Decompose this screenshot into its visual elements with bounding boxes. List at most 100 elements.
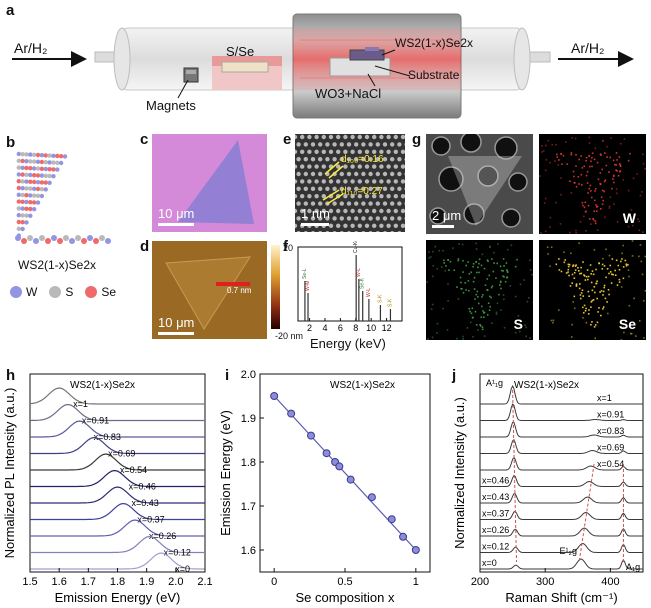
map-pixel: [519, 283, 522, 286]
map-pixel: [586, 269, 589, 271]
map-pixel: [607, 312, 609, 315]
haadf-image: 2 μm: [426, 134, 533, 234]
lattice-dot: [368, 231, 373, 232]
map-pixel: [557, 164, 560, 166]
map-pixel: [584, 201, 587, 204]
map-pixel: [498, 293, 500, 296]
lattice-atom: [20, 158, 25, 164]
map-pixel: [643, 337, 645, 339]
map-pixel: [444, 270, 447, 272]
map-pixel: [596, 229, 599, 231]
lattice-atom: [28, 206, 33, 212]
map-pixel: [469, 310, 471, 313]
map-pixel: [591, 289, 594, 292]
map-pixel: [578, 158, 581, 161]
lattice-dot: [375, 201, 380, 206]
lattice-dot: [404, 216, 405, 220]
d-line: [324, 161, 340, 175]
map-pixel: [602, 306, 605, 308]
map-pixel: [568, 263, 571, 266]
pl-series-label: x=0.83: [94, 432, 121, 442]
map-pixel: [506, 271, 509, 274]
map-pixel: [472, 316, 474, 319]
lattice-atom: [43, 180, 48, 185]
map-pixel: [488, 295, 491, 298]
map-pixel: [472, 265, 474, 268]
map-pixel: [588, 218, 591, 220]
lattice-dot: [339, 201, 344, 206]
map-pixel: [589, 184, 592, 187]
map-pixel: [447, 299, 449, 302]
y-axis-label: Emission Energy (eV): [218, 410, 233, 536]
map-pixel: [514, 265, 517, 268]
lattice-dot: [375, 216, 380, 221]
map-pixel: [591, 270, 594, 272]
peak-label-a1g: A₁g: [626, 562, 640, 572]
lattice-dot: [336, 179, 341, 184]
map-pixel: [469, 321, 472, 324]
lattice-atom: [51, 160, 56, 165]
map-pixel: [575, 285, 578, 287]
data-point: [322, 449, 331, 458]
map-pixel: [570, 192, 573, 194]
eds-tick-label: 2: [307, 323, 312, 333]
map-pixel: [525, 335, 528, 338]
map-pixel: [606, 156, 608, 158]
lattice-dot: [336, 164, 341, 169]
lattice-atom: [24, 165, 29, 171]
lattice-dot: [357, 194, 362, 199]
raman-series-line: [480, 542, 643, 553]
lattice-dot: [400, 179, 405, 184]
side-view-atom: [75, 235, 81, 241]
map-pixel: [482, 310, 484, 312]
raman-series-line: [480, 384, 643, 405]
map-pixel: [460, 281, 462, 284]
panel-label-e: e: [283, 131, 292, 148]
map-pixel: [583, 275, 586, 277]
lattice-dot: [310, 186, 316, 191]
map-pixel: [605, 248, 607, 251]
lattice-dot: [321, 164, 326, 169]
map-pixel: [589, 165, 591, 168]
lattice-dot: [303, 157, 308, 162]
map-pixel: [629, 152, 631, 155]
map-pixel: [447, 283, 449, 285]
map-pixel: [599, 153, 602, 155]
map-pixel: [613, 181, 615, 184]
map-pixel: [609, 271, 612, 273]
pl-series-line: [30, 469, 205, 488]
lattice-dot: [296, 186, 301, 191]
lattice-dot: [364, 223, 370, 228]
lattice-atom: [28, 186, 33, 191]
map-pixel: [570, 336, 573, 338]
map-pixel: [517, 315, 520, 317]
map-pixel: [612, 178, 614, 180]
map-pixel: [623, 331, 625, 334]
map-pixel: [572, 301, 575, 303]
lattice-dot: [295, 208, 298, 214]
lattice-atom: [47, 173, 52, 179]
map-pixel: [431, 275, 434, 278]
map-pixel: [591, 152, 594, 155]
lattice-atom: [28, 200, 33, 205]
lattice-dot: [300, 164, 305, 169]
map-pixel: [487, 260, 489, 263]
map-pixel: [588, 155, 590, 157]
raman-series-line: [480, 421, 643, 438]
lattice-atom: [28, 172, 33, 178]
map-pixel: [610, 282, 613, 284]
lattice-dot: [368, 216, 373, 221]
map-pixel: [550, 246, 553, 249]
map-pixel: [491, 322, 493, 324]
map-pixel: [638, 229, 641, 232]
map-pixel: [587, 290, 590, 293]
map-pixel: [573, 295, 576, 298]
lattice-dot: [354, 216, 359, 221]
map-pixel: [547, 253, 549, 255]
eds-tick-label: 10: [366, 323, 376, 333]
lattice-dot: [383, 231, 387, 232]
lattice-dot: [303, 142, 308, 147]
map-pixel: [582, 215, 585, 218]
map-pixel: [556, 156, 558, 158]
map-pixel: [447, 259, 450, 261]
